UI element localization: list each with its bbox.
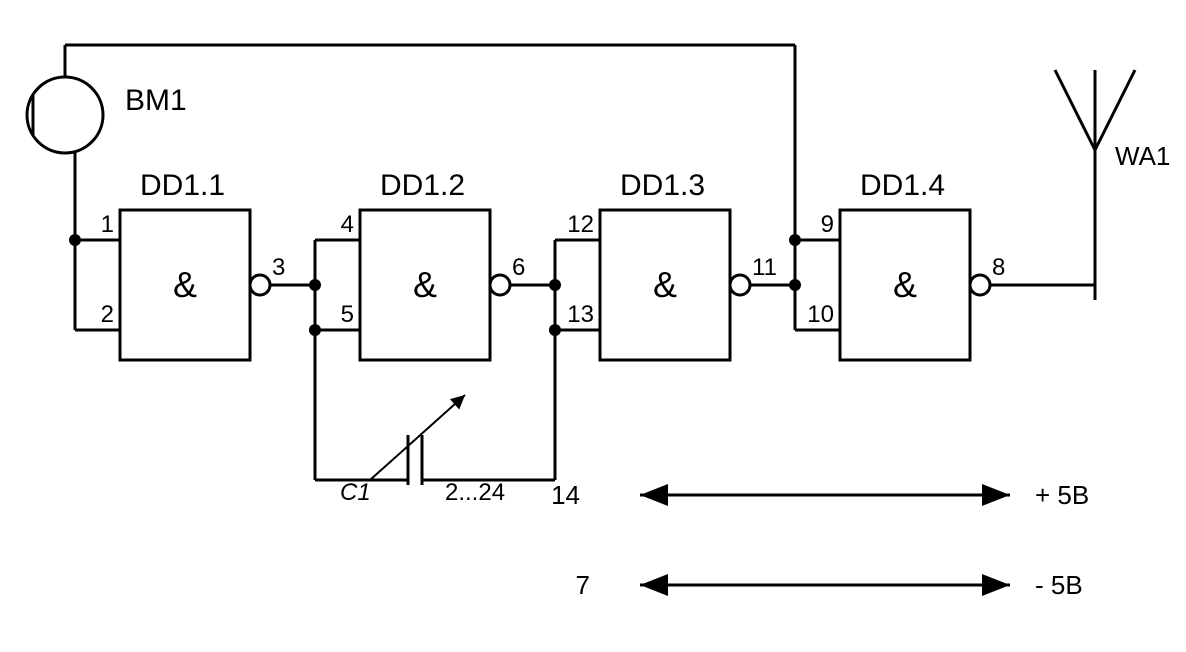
power-pin: 14: [551, 480, 580, 510]
gate-symbol: &: [893, 264, 917, 305]
gate-ref: DD1.3: [620, 169, 705, 202]
power-pin: 7: [576, 570, 590, 600]
negation-bubble: [730, 275, 750, 295]
pin-label: 1: [101, 211, 114, 238]
power-arrow-left: [640, 574, 668, 596]
gate-symbol: &: [653, 264, 677, 305]
microphone: [27, 77, 103, 153]
antenna-ref: WA1: [1115, 141, 1170, 171]
pin-label: 6: [512, 254, 525, 281]
pin-label: 5: [341, 301, 354, 328]
power-arrow-left: [640, 484, 668, 506]
gate-symbol: &: [173, 264, 197, 305]
pin-label: 13: [567, 301, 594, 328]
capacitor-ref: C1: [340, 479, 371, 506]
negation-bubble: [970, 275, 990, 295]
gate-symbol: &: [413, 264, 437, 305]
pin-label: 8: [992, 254, 1005, 281]
microphone-ref: BM1: [125, 84, 187, 117]
power-arrow-right: [982, 574, 1010, 596]
power-label: - 5B: [1035, 570, 1083, 600]
gate-ref: DD1.4: [860, 169, 945, 202]
gate-ref: DD1.1: [140, 169, 225, 202]
power-arrow-right: [982, 484, 1010, 506]
negation-bubble: [250, 275, 270, 295]
pin-label: 2: [101, 301, 114, 328]
pin-label: 10: [807, 301, 834, 328]
pin-label: 12: [567, 211, 594, 238]
negation-bubble: [490, 275, 510, 295]
pin-label: 11: [752, 254, 777, 281]
gate-ref: DD1.2: [380, 169, 465, 202]
power-label: + 5B: [1035, 480, 1089, 510]
pin-label: 4: [341, 211, 354, 238]
pin-label: 3: [272, 254, 285, 281]
capacitor-value: 2...24: [445, 479, 505, 506]
pin-label: 9: [821, 211, 834, 238]
